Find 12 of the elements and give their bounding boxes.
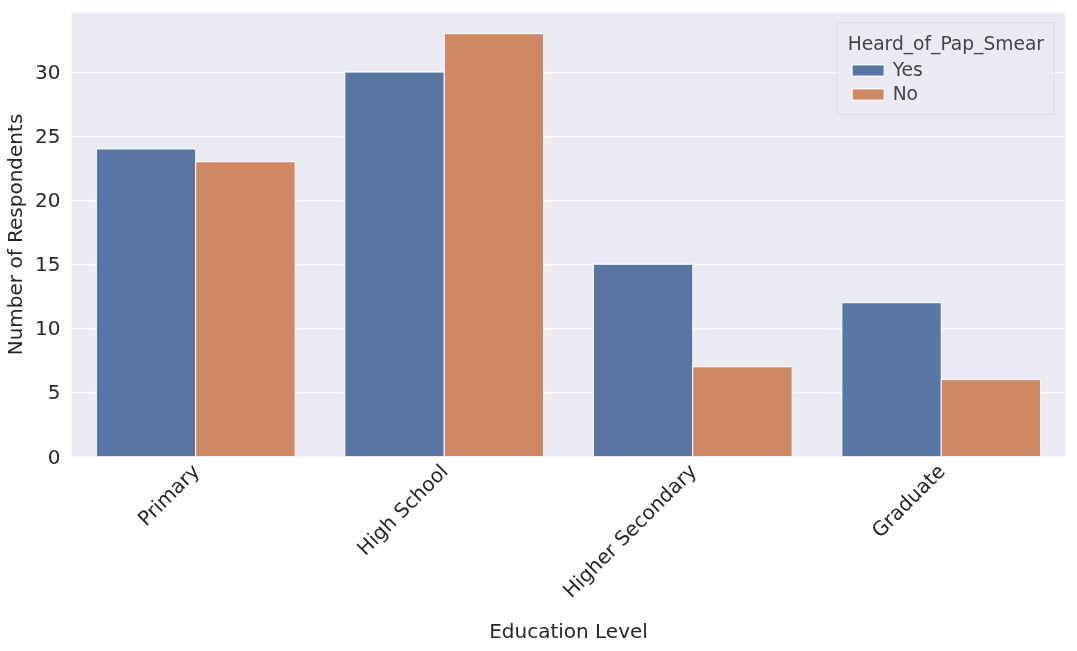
legend-label: Yes [892,59,923,80]
y-tick-label: 15 [35,252,61,277]
legend-label: No [892,83,918,104]
y-tick-label: 30 [35,60,61,85]
y-tick-label: 10 [35,316,61,341]
y-tick-label: 25 [35,124,61,149]
y-tick-label: 20 [35,188,61,213]
y-tick-label: 5 [47,380,61,405]
legend-title: Heard_of_Pap_Smear [847,33,1044,54]
y-axis-title: Number of Respondents [3,113,28,356]
x-axis-title: Education Level [489,618,648,643]
y-tick-label: 0 [47,444,61,469]
